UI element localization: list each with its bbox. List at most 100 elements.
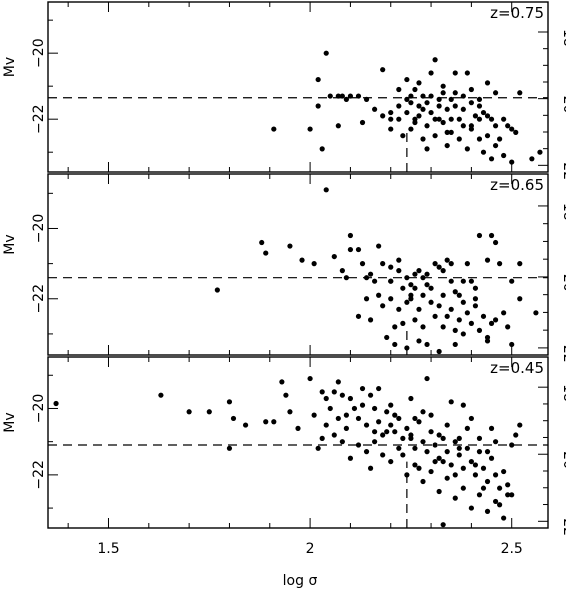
data-point	[436, 103, 442, 109]
data-point	[509, 442, 515, 448]
data-point	[295, 425, 301, 431]
y-axis-title: Mv	[2, 234, 18, 254]
data-point	[408, 100, 414, 106]
data-point	[505, 492, 511, 498]
y-tick-label: −20	[31, 394, 47, 424]
data-point	[440, 458, 446, 465]
data-point	[396, 268, 402, 274]
data-point	[380, 452, 386, 458]
data-point	[396, 116, 402, 122]
data-point	[456, 452, 462, 458]
data-point	[484, 113, 491, 119]
data-point	[424, 341, 430, 348]
data-point	[476, 232, 483, 239]
data-point	[226, 445, 233, 451]
data-point	[492, 498, 499, 505]
data-point	[420, 324, 426, 330]
data-point	[432, 313, 438, 319]
right-tick-label: −22	[560, 507, 566, 537]
data-point	[529, 156, 535, 162]
data-point	[420, 106, 426, 112]
data-point	[380, 261, 386, 267]
data-point	[408, 395, 414, 402]
data-point	[363, 96, 370, 102]
data-point	[343, 275, 349, 281]
data-point	[464, 146, 470, 152]
data-point	[472, 296, 479, 302]
data-point	[501, 468, 507, 475]
data-point	[380, 67, 386, 73]
data-point	[347, 93, 354, 99]
data-point	[440, 292, 446, 298]
data-point	[436, 432, 442, 438]
data-point	[319, 389, 325, 395]
data-point	[501, 116, 507, 122]
y-tick-label: −20	[31, 214, 47, 244]
data-point	[436, 116, 442, 122]
data-point	[404, 425, 410, 431]
data-point	[404, 275, 410, 281]
data-point	[335, 93, 341, 99]
data-point	[424, 375, 430, 382]
panel-label: z=0.45	[490, 359, 544, 377]
data-point	[242, 422, 249, 428]
data-point	[452, 70, 458, 76]
data-point	[416, 465, 422, 471]
data-point	[186, 409, 192, 415]
right-tick-label: −22	[560, 151, 566, 181]
data-point	[488, 232, 495, 239]
data-point	[53, 400, 59, 407]
data-point	[444, 422, 450, 428]
data-point	[331, 253, 337, 260]
data-point	[339, 439, 345, 445]
data-point	[492, 142, 499, 149]
data-point	[396, 86, 402, 93]
data-point	[492, 439, 499, 445]
data-point	[416, 306, 422, 312]
data-point	[400, 452, 406, 458]
data-point	[380, 113, 386, 119]
data-point	[517, 261, 523, 267]
data-point	[412, 116, 418, 122]
data-point	[355, 246, 362, 253]
x-tick-label: 1.5	[97, 541, 119, 557]
data-point	[287, 243, 293, 249]
data-point	[392, 324, 398, 330]
data-point	[335, 379, 341, 385]
data-point	[359, 385, 366, 392]
data-point	[396, 306, 402, 312]
data-point	[436, 264, 442, 270]
data-point	[468, 123, 474, 129]
data-point	[259, 239, 265, 246]
data-point	[448, 399, 454, 405]
data-point	[472, 303, 479, 309]
data-point	[509, 159, 515, 165]
data-point	[488, 425, 495, 431]
data-point	[363, 449, 370, 455]
data-point	[460, 402, 466, 408]
data-point	[432, 116, 438, 122]
data-point	[460, 331, 466, 337]
data-point	[263, 250, 269, 256]
data-point	[456, 116, 462, 122]
data-point	[388, 422, 394, 428]
data-point	[396, 103, 402, 109]
data-point	[492, 239, 499, 246]
data-point	[436, 348, 442, 355]
data-point	[347, 246, 354, 253]
data-point	[420, 292, 426, 298]
data-point	[416, 268, 422, 274]
data-point	[452, 495, 458, 501]
data-point	[444, 313, 450, 319]
data-point	[400, 320, 406, 326]
data-point	[408, 435, 414, 441]
data-point	[492, 317, 499, 323]
data-point	[388, 126, 394, 132]
data-point	[492, 90, 499, 96]
data-point	[388, 109, 394, 116]
data-point	[468, 100, 474, 106]
data-point	[347, 232, 354, 239]
data-point	[428, 412, 434, 418]
data-point	[323, 395, 329, 402]
data-point	[408, 126, 414, 132]
